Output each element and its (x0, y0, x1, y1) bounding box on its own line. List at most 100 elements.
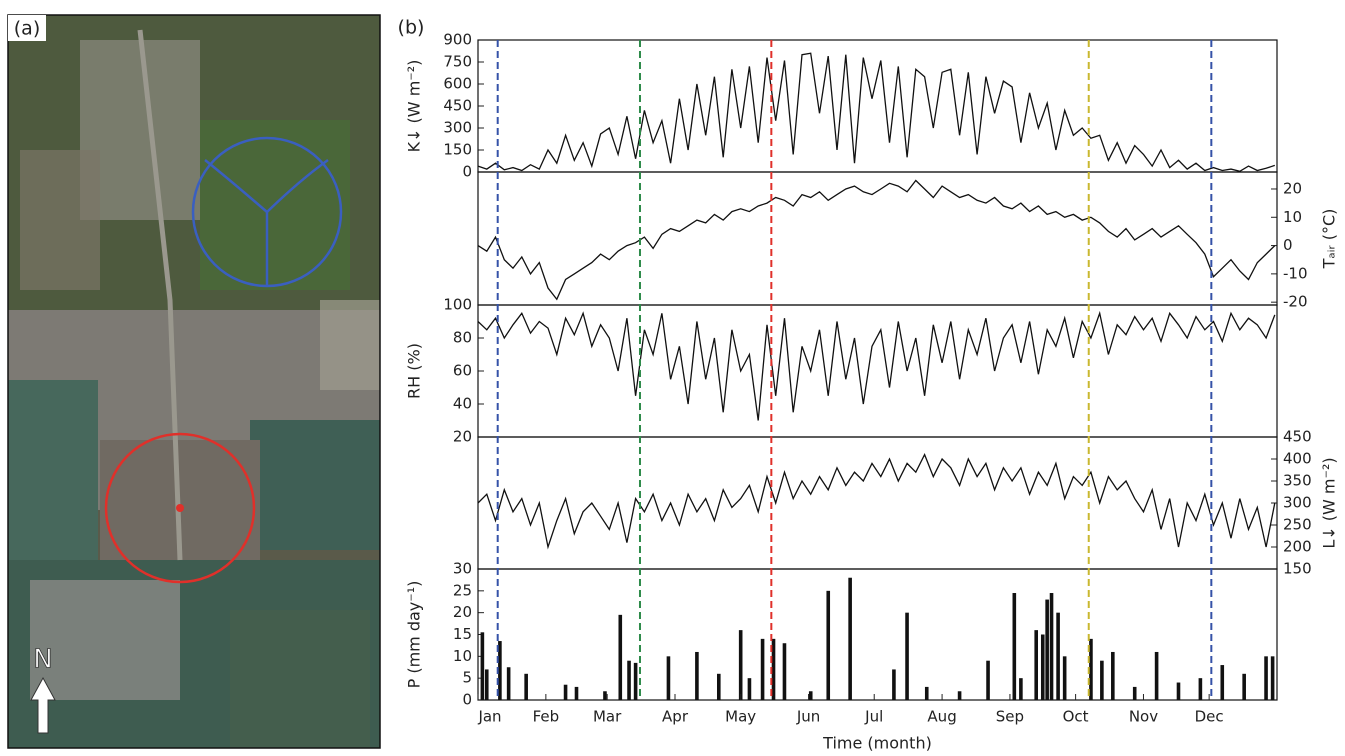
y-tick-label: 300 (443, 119, 472, 137)
blue-sectors (204, 158, 329, 286)
y-tick-label: 450 (443, 97, 472, 115)
y-tick-label: 900 (443, 31, 472, 49)
y-tick-label: 0 (1283, 236, 1293, 254)
x-tick-label: Jun (796, 708, 820, 726)
x-tick-label: Mar (593, 708, 622, 726)
y-tick-label: 15 (453, 625, 472, 643)
bar (1045, 599, 1049, 700)
panel-frame (477, 171, 1278, 306)
bar (1062, 656, 1067, 700)
y-tick-label: 450 (1283, 428, 1312, 446)
x-tick-label: Feb (533, 708, 560, 726)
y-tick-label: -20 (1283, 293, 1308, 311)
bar (563, 684, 568, 700)
bar (892, 669, 896, 700)
y-tick-label: 300 (1283, 494, 1312, 512)
bar (498, 641, 502, 700)
bar (771, 638, 776, 700)
panel-frame (477, 436, 1278, 570)
y-tick-label: 200 (1283, 538, 1312, 556)
bar (666, 656, 671, 700)
y-axis-title: L↓ (W m⁻²) (1320, 457, 1339, 548)
y-tick-label: 600 (443, 75, 472, 93)
bar (826, 590, 831, 700)
red-footprint (104, 432, 256, 584)
x-tick-label: Jul (864, 708, 883, 726)
bar (1198, 678, 1203, 700)
map-frame (7, 14, 381, 749)
bar (924, 686, 929, 700)
x-axis-title: Time (month) (822, 734, 932, 753)
bar (760, 638, 765, 700)
y-tick-label: 80 (453, 329, 472, 347)
bar (1270, 656, 1275, 700)
label-box (8, 15, 46, 41)
x-tick-label: Aug (927, 708, 956, 726)
bar (782, 643, 787, 700)
y-tick-label: 150 (1283, 560, 1312, 578)
y-tick-label: 10 (1283, 208, 1302, 226)
y-tick-label: 100 (443, 296, 472, 314)
y-tick-label: 0 (462, 163, 472, 181)
series-line (477, 453, 1276, 550)
y-tick-label: 25 (453, 581, 472, 599)
bar (1056, 612, 1060, 700)
y-tick-label: 150 (443, 141, 472, 159)
x-tick-label: Apr (662, 708, 689, 726)
panel-frame (477, 39, 1278, 173)
bar (738, 630, 743, 700)
x-tick-label: Sep (996, 708, 1024, 726)
y-tick-label: 5 (462, 669, 472, 687)
bar (1089, 638, 1093, 700)
bar (848, 577, 852, 700)
y-axis-title: Tₐᵢᵣ (°C) (1320, 209, 1339, 270)
y-tick-label: 40 (453, 395, 472, 413)
bar (1264, 656, 1268, 700)
y-tick-label: 400 (1283, 450, 1312, 468)
y-tick-label: 30 (453, 560, 472, 578)
bar (905, 612, 909, 700)
series-line (477, 310, 1276, 421)
bar (1176, 682, 1181, 700)
x-tick-label: Dec (1195, 708, 1224, 726)
x-tick-label: Nov (1129, 708, 1158, 726)
x-tick-label: Jan (477, 708, 501, 726)
bar (695, 651, 699, 700)
y-axis-title: P (mm day⁻¹) (405, 581, 424, 689)
y-axis-title: RH (%) (405, 343, 424, 399)
x-tick-label: May (725, 708, 756, 726)
bar (986, 660, 990, 700)
y-tick-label: 20 (453, 603, 472, 621)
bar (618, 614, 623, 700)
site-marker (176, 504, 184, 512)
y-tick-label: 750 (443, 53, 472, 71)
bar (1111, 651, 1115, 700)
bar (716, 673, 721, 700)
panel-label: (a) (14, 18, 40, 40)
bar (627, 660, 631, 700)
bar (747, 678, 752, 700)
y-tick-label: 0 (462, 691, 472, 709)
y-axis-title: K↓ (W m⁻²) (405, 60, 424, 153)
panel-frame (477, 568, 1278, 701)
bar (484, 669, 489, 700)
bar (574, 686, 579, 700)
bar (1154, 651, 1159, 700)
y-tick-label: 60 (453, 362, 472, 380)
north-label: N (33, 645, 52, 675)
bar (480, 632, 485, 700)
panel-label: (b) (398, 17, 425, 39)
bar (957, 691, 962, 700)
panel-frame (477, 304, 1278, 438)
bar (1100, 660, 1104, 700)
bar (633, 662, 638, 700)
series-line (477, 179, 1276, 301)
series-line (477, 52, 1276, 172)
x-tick-label: Oct (1063, 708, 1089, 726)
y-tick-label: 10 (453, 647, 472, 665)
y-tick-label: -10 (1283, 264, 1308, 282)
bar (603, 691, 607, 700)
y-tick-label: 20 (1283, 179, 1302, 197)
